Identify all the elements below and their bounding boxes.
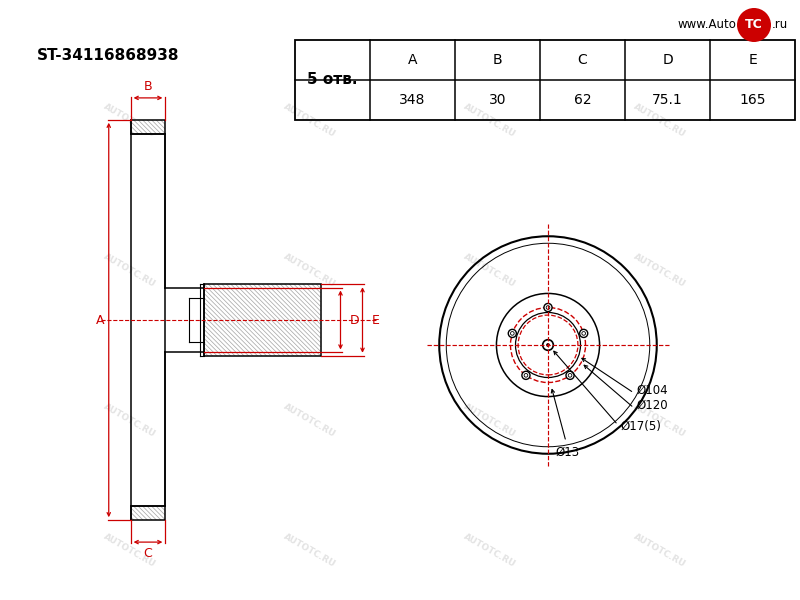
Text: AUTOTC.RU: AUTOTC.RU <box>462 532 518 569</box>
Text: B: B <box>493 53 502 67</box>
Bar <box>130 506 166 520</box>
Text: AUTOTC.RU: AUTOTC.RU <box>102 251 158 289</box>
Text: D: D <box>350 313 359 326</box>
Text: A: A <box>95 313 104 326</box>
Circle shape <box>542 340 554 350</box>
Text: E: E <box>748 53 757 67</box>
Text: B: B <box>144 80 152 94</box>
Text: 165: 165 <box>739 93 766 107</box>
Circle shape <box>566 371 574 379</box>
Text: AUTOTC.RU: AUTOTC.RU <box>282 251 338 289</box>
Bar <box>130 506 166 520</box>
Text: E: E <box>371 313 379 326</box>
Circle shape <box>522 371 530 379</box>
Text: A: A <box>408 53 418 67</box>
Text: Ø120: Ø120 <box>636 399 668 412</box>
Text: Ø17(5): Ø17(5) <box>620 420 661 433</box>
Circle shape <box>546 343 550 346</box>
Text: 30: 30 <box>489 93 506 107</box>
Circle shape <box>544 304 552 311</box>
Circle shape <box>737 8 771 42</box>
Text: AUTOTC.RU: AUTOTC.RU <box>102 401 158 439</box>
Circle shape <box>510 332 514 335</box>
Bar <box>130 120 166 134</box>
Text: Ø13: Ø13 <box>556 446 580 459</box>
Circle shape <box>580 329 588 337</box>
Text: AUTOTC.RU: AUTOTC.RU <box>632 251 688 289</box>
Text: AUTOTC.RU: AUTOTC.RU <box>632 401 688 439</box>
Text: 75.1: 75.1 <box>652 93 683 107</box>
Text: .ru: .ru <box>772 19 788 31</box>
Bar <box>204 284 321 356</box>
Text: AUTOTC.RU: AUTOTC.RU <box>282 101 338 139</box>
Text: 62: 62 <box>574 93 591 107</box>
Text: AUTOTC.RU: AUTOTC.RU <box>102 532 158 569</box>
Text: AUTOTC.RU: AUTOTC.RU <box>102 101 158 139</box>
Text: D: D <box>662 53 673 67</box>
Text: C: C <box>144 547 152 560</box>
Bar <box>204 284 321 356</box>
Text: AUTOTC.RU: AUTOTC.RU <box>462 401 518 439</box>
Text: AUTOTC.RU: AUTOTC.RU <box>282 532 338 569</box>
Circle shape <box>524 374 528 377</box>
Text: Ø104: Ø104 <box>636 384 668 397</box>
Text: TC: TC <box>745 19 763 31</box>
Text: AUTOTC.RU: AUTOTC.RU <box>632 532 688 569</box>
Text: C: C <box>578 53 587 67</box>
Circle shape <box>546 305 550 310</box>
Text: 5 отв.: 5 отв. <box>307 73 358 88</box>
Text: AUTOTC.RU: AUTOTC.RU <box>632 101 688 139</box>
Bar <box>130 120 166 134</box>
Text: www.Auto: www.Auto <box>677 19 736 31</box>
Bar <box>295 40 795 120</box>
Circle shape <box>508 329 516 337</box>
Text: AUTOTC.RU: AUTOTC.RU <box>282 401 338 439</box>
Circle shape <box>568 374 572 377</box>
Text: AUTOTC.RU: AUTOTC.RU <box>462 101 518 139</box>
Circle shape <box>582 332 586 335</box>
Text: 348: 348 <box>399 93 426 107</box>
Text: ST-34116868938: ST-34116868938 <box>37 47 179 62</box>
Text: AUTOTC.RU: AUTOTC.RU <box>462 251 518 289</box>
